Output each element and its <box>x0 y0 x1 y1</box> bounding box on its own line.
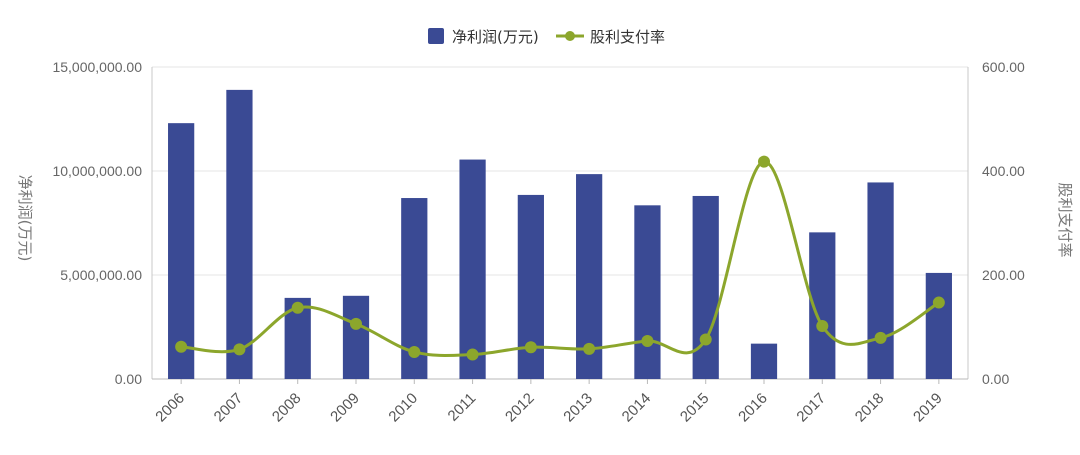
y-right-tick-label: 0.00 <box>982 371 1009 387</box>
x-tick-label-2017: 2017 <box>793 390 829 426</box>
legend-swatch-dot <box>565 31 575 41</box>
point-payout-ratio-2006[interactable] <box>175 340 188 353</box>
legend-swatch-bar <box>428 28 444 44</box>
x-tick-label-2019: 2019 <box>910 390 946 426</box>
y-right-tick-label: 400.00 <box>982 163 1025 179</box>
x-tick-label-2010: 2010 <box>385 390 421 426</box>
x-tick-label-2009: 2009 <box>327 390 363 426</box>
grid-lines <box>152 66 968 276</box>
legend: 净利润(万元) 股利支付率 <box>428 28 665 46</box>
point-payout-ratio-2007[interactable] <box>233 343 246 356</box>
x-tick-label-2008: 2008 <box>269 390 305 426</box>
point-payout-ratio-2012[interactable] <box>524 341 537 354</box>
point-payout-ratio-2017[interactable] <box>816 319 829 332</box>
point-payout-ratio-2016[interactable] <box>758 155 770 168</box>
point-payout-ratio-2018[interactable] <box>874 331 887 344</box>
y-left-tick-label: 5,000,000.00 <box>60 267 142 283</box>
axes <box>151 67 969 384</box>
bar-net-profit-2014[interactable] <box>634 205 661 379</box>
point-payout-ratio-2008[interactable] <box>291 301 304 314</box>
x-tick-label-2012: 2012 <box>502 390 538 426</box>
y-right-tick-label: 200.00 <box>982 267 1025 283</box>
point-payout-ratio-2010[interactable] <box>408 345 421 358</box>
x-tick-label-2007: 2007 <box>211 390 247 426</box>
x-tick-label-2011: 2011 <box>445 390 480 425</box>
y-right-tick-label: 600.00 <box>982 59 1025 75</box>
bar-net-profit-2006[interactable] <box>168 123 195 379</box>
legend-item-net-profit[interactable]: 净利润(万元) <box>428 28 539 46</box>
x-tick-label-2016: 2016 <box>735 390 771 426</box>
y-left-tick-label: 15,000,000.00 <box>52 59 142 75</box>
point-payout-ratio-2019[interactable] <box>932 296 945 309</box>
bar-net-profit-2018[interactable] <box>867 182 894 379</box>
x-tick-label-2013: 2013 <box>560 390 596 426</box>
point-payout-ratio-2015[interactable] <box>699 333 712 346</box>
point-payout-ratio-2011[interactable] <box>466 348 479 361</box>
x-tick-label-2006: 2006 <box>152 390 188 426</box>
y-left-tick-label: 0.00 <box>115 371 142 387</box>
y-axis-left-title: 净利润(万元) <box>16 175 34 262</box>
point-payout-ratio-2009[interactable] <box>350 317 362 330</box>
legend-label-payout-ratio: 股利支付率 <box>590 28 665 46</box>
y-axis-right-title: 股利支付率 <box>1056 182 1074 257</box>
bar-net-profit-2009[interactable] <box>342 295 370 379</box>
line-series <box>175 155 945 361</box>
x-tick-label-2015: 2015 <box>677 390 713 426</box>
bar-net-profit-2016[interactable] <box>750 343 778 379</box>
legend-label-net-profit: 净利润(万元) <box>452 28 539 46</box>
point-payout-ratio-2014[interactable] <box>641 335 654 348</box>
point-payout-ratio-2013[interactable] <box>583 342 596 355</box>
line-payout-ratio <box>181 160 940 357</box>
bar-net-profit-2019[interactable] <box>925 272 952 379</box>
bar-series <box>168 89 952 379</box>
legend-item-payout-ratio[interactable]: 股利支付率 <box>556 28 665 46</box>
y-left-tick-label: 10,000,000.00 <box>52 163 142 179</box>
bar-net-profit-2015[interactable] <box>692 195 719 379</box>
bar-net-profit-2007[interactable] <box>226 89 253 379</box>
x-tick-label-2018: 2018 <box>852 390 888 426</box>
bar-net-profit-2011[interactable] <box>459 159 486 379</box>
x-tick-label-2014: 2014 <box>619 390 655 426</box>
